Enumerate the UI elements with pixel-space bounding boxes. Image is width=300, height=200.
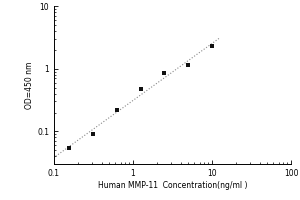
Point: [138, 87, 143, 90]
Point: [162, 72, 167, 75]
Point: [210, 44, 214, 48]
Y-axis label: OD=450 nm: OD=450 nm: [26, 61, 34, 109]
Point: [67, 146, 72, 149]
Point: [115, 108, 119, 112]
X-axis label: Human MMP-11  Concentration(ng/ml ): Human MMP-11 Concentration(ng/ml ): [98, 181, 247, 190]
Point: [186, 63, 190, 66]
Point: [91, 133, 95, 136]
